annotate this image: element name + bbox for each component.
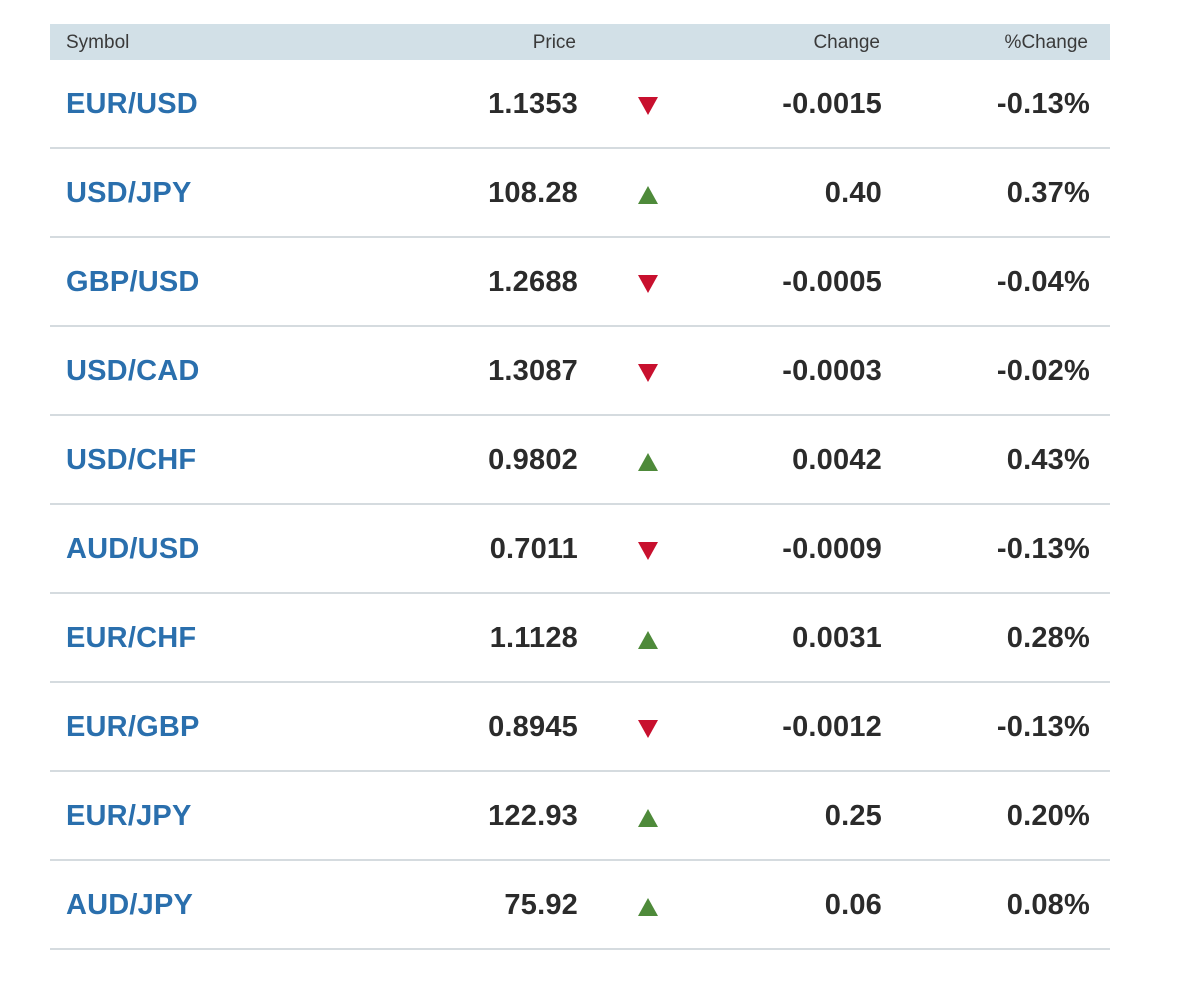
- pct-change-value: 0.20%: [1006, 800, 1090, 832]
- pct-change-value: 0.43%: [1006, 444, 1090, 476]
- price-value: 0.9802: [488, 444, 578, 476]
- triangle-up-icon: [638, 631, 658, 649]
- header-price[interactable]: Price: [532, 32, 576, 53]
- triangle-down-icon: [638, 720, 658, 738]
- price-value: 108.28: [488, 177, 578, 209]
- change-value: -0.0012: [782, 711, 882, 743]
- price-value: 1.3087: [488, 355, 578, 387]
- triangle-up-icon: [638, 186, 658, 204]
- change-value: 0.0042: [792, 444, 882, 476]
- symbol-link[interactable]: AUD/JPY: [66, 889, 194, 921]
- pct-change-value: -0.13%: [996, 711, 1090, 743]
- change-value: -0.0009: [782, 533, 882, 565]
- price-value: 0.7011: [489, 533, 578, 565]
- change-value: 0.06: [824, 889, 882, 921]
- table-row: USD/JPY 108.28 0.40 0.37%: [50, 149, 1110, 238]
- symbol-link[interactable]: EUR/USD: [66, 88, 198, 120]
- pct-change-value: -0.13%: [996, 533, 1090, 565]
- symbol-link[interactable]: EUR/CHF: [66, 622, 197, 654]
- pct-change-value: 0.28%: [1006, 622, 1090, 654]
- table-row: AUD/USD 0.7011 -0.0009 -0.13%: [50, 505, 1110, 594]
- change-value: 0.40: [824, 177, 882, 209]
- symbol-link[interactable]: AUD/USD: [66, 533, 200, 565]
- table-row: USD/CAD 1.3087 -0.0003 -0.02%: [50, 327, 1110, 416]
- symbol-link[interactable]: USD/CHF: [66, 444, 197, 476]
- table-header: Symbol Price Change %Change: [50, 24, 1110, 60]
- pct-change-value: -0.02%: [996, 355, 1090, 387]
- symbol-link[interactable]: USD/CAD: [66, 355, 200, 387]
- symbol-link[interactable]: GBP/USD: [66, 266, 200, 298]
- table-row: USD/CHF 0.9802 0.0042 0.43%: [50, 416, 1110, 505]
- pct-change-value: 0.37%: [1006, 177, 1090, 209]
- pct-change-value: -0.04%: [996, 266, 1090, 298]
- header-change[interactable]: Change: [813, 32, 880, 53]
- table-row: GBP/USD 1.2688 -0.0005 -0.04%: [50, 238, 1110, 327]
- price-value: 122.93: [488, 800, 578, 832]
- symbol-link[interactable]: USD/JPY: [66, 177, 192, 209]
- table-row: EUR/USD 1.1353 -0.0015 -0.13%: [50, 60, 1110, 149]
- triangle-down-icon: [638, 364, 658, 382]
- pct-change-value: -0.13%: [996, 88, 1090, 120]
- table-row: EUR/JPY 122.93 0.25 0.20%: [50, 772, 1110, 861]
- table-row: EUR/CHF 1.1128 0.0031 0.28%: [50, 594, 1110, 683]
- header-symbol[interactable]: Symbol: [66, 32, 130, 53]
- pct-change-value: 0.08%: [1006, 889, 1090, 921]
- triangle-down-icon: [638, 542, 658, 560]
- symbol-link[interactable]: EUR/GBP: [66, 711, 200, 743]
- currency-quote-table: Symbol Price Change %Change EUR/USD 1.13…: [50, 24, 1110, 950]
- price-value: 1.2688: [488, 266, 578, 298]
- change-value: -0.0003: [782, 355, 882, 387]
- change-value: -0.0005: [782, 266, 882, 298]
- triangle-down-icon: [638, 275, 658, 293]
- price-value: 1.1128: [489, 622, 578, 654]
- header-pct-change[interactable]: %Change: [1004, 32, 1088, 53]
- change-value: 0.25: [824, 800, 882, 832]
- triangle-up-icon: [638, 898, 658, 916]
- table-row: AUD/JPY 75.92 0.06 0.08%: [50, 861, 1110, 950]
- triangle-up-icon: [638, 809, 658, 827]
- price-value: 0.8945: [488, 711, 578, 743]
- table-row: EUR/GBP 0.8945 -0.0012 -0.13%: [50, 683, 1110, 772]
- triangle-up-icon: [638, 453, 658, 471]
- change-value: 0.0031: [792, 622, 882, 654]
- price-value: 75.92: [504, 889, 578, 921]
- price-value: 1.1353: [488, 88, 578, 120]
- triangle-down-icon: [638, 97, 658, 115]
- symbol-link[interactable]: EUR/JPY: [66, 800, 192, 832]
- change-value: -0.0015: [782, 88, 882, 120]
